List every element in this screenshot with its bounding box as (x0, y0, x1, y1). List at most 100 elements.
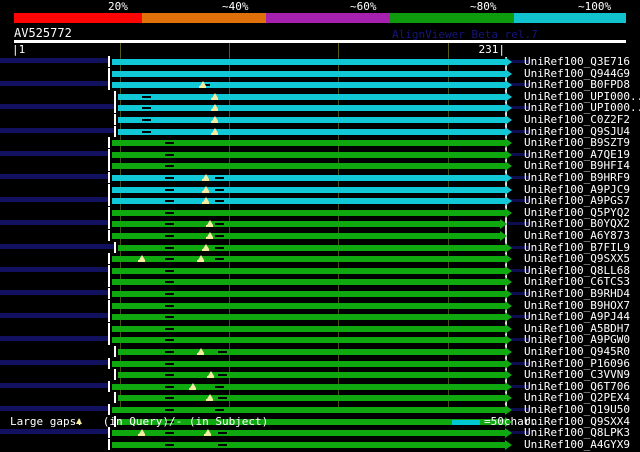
alignment-row[interactable]: UniRef100_B7FIL9 (0, 241, 640, 255)
alignment-row[interactable]: UniRef100_C3VVN9 (0, 368, 640, 382)
hit-label[interactable]: UniRef100_A9PGS7 (524, 194, 630, 207)
hit-label[interactable]: UniRef100_B9HFI4 (524, 159, 630, 172)
alignment-row[interactable]: UniRef100_Q9SJU4 (0, 125, 640, 139)
hit-label[interactable]: UniRef100_Q9SXX4 (524, 415, 630, 428)
hit-label[interactable]: UniRef100_A5BDH7 (524, 322, 630, 335)
alignment-bar[interactable] (118, 129, 505, 135)
alignment-row[interactable]: UniRef100_Q945R0 (0, 345, 640, 359)
alignment-bar[interactable] (112, 326, 505, 332)
alignment-row[interactable]: UniRef100_C0Z2F2 (0, 113, 640, 127)
alignment-bar[interactable] (112, 187, 505, 193)
alignment-row[interactable]: UniRef100_A7QE19 (0, 148, 640, 162)
hit-label[interactable]: UniRef100_Q9SJU4 (524, 125, 630, 138)
alignment-start-tick (108, 311, 110, 322)
hit-label[interactable]: UniRef100_Q6T706 (524, 380, 630, 393)
alignment-bar[interactable] (112, 361, 505, 367)
alignment-row[interactable]: UniRef100_Q8LL68 (0, 264, 640, 278)
alignment-bar[interactable] (118, 245, 505, 251)
alignment-row[interactable]: UniRef100_B9HOX7 (0, 299, 640, 313)
alignment-row[interactable]: UniRef100_B9RHD4 (0, 287, 640, 301)
alignment-bar[interactable] (112, 221, 500, 227)
alignment-bar[interactable] (112, 233, 500, 239)
hit-label[interactable]: UniRef100_B9HRF9 (524, 171, 630, 184)
alignment-bar[interactable] (118, 419, 505, 425)
hit-label[interactable]: UniRef100_Q8LL68 (524, 264, 630, 277)
hit-label[interactable]: UniRef100_UPI000.. (524, 90, 640, 103)
alignment-bar[interactable] (112, 384, 505, 390)
hit-label[interactable]: UniRef100_B0YQX2 (524, 217, 630, 230)
hit-label[interactable]: UniRef100_Q944G9 (524, 67, 630, 80)
hit-label[interactable]: UniRef100_Q3E716 (524, 55, 630, 68)
hit-label[interactable]: UniRef100_Q945R0 (524, 345, 630, 358)
alignment-bar[interactable] (118, 105, 505, 111)
hit-label[interactable]: UniRef100_UPI000.. (524, 101, 640, 114)
alignment-bar[interactable] (112, 163, 505, 169)
alignment-row[interactable]: UniRef100_Q19U50 (0, 403, 640, 417)
alignment-row[interactable]: UniRef100_Q2PEX4 (0, 391, 640, 405)
alignment-row[interactable]: UniRef100_A9PGW0 (0, 333, 640, 347)
hit-label[interactable]: UniRef100_A9PJC9 (524, 183, 630, 196)
hit-label[interactable]: UniRef100_P16096 (524, 357, 630, 370)
hit-label[interactable]: UniRef100_A6Y873 (524, 229, 630, 242)
alignment-row[interactable]: UniRef100_Q3E716 (0, 55, 640, 69)
alignment-bar[interactable] (112, 407, 505, 413)
alignment-row[interactable]: UniRef100_C6TCS3 (0, 275, 640, 289)
alignment-bar[interactable] (112, 303, 505, 309)
alignment-row[interactable]: UniRef100_B9SZT9 (0, 136, 640, 150)
hit-label[interactable]: UniRef100_Q9SXX5 (524, 252, 630, 265)
hit-label[interactable]: UniRef100_Q5PYQ2 (524, 206, 630, 219)
alignment-row[interactable]: UniRef100_B9HFI4 (0, 159, 640, 173)
alignment-bar[interactable] (118, 94, 505, 100)
alignment-row[interactable]: UniRef100_B0YQX2 (0, 217, 640, 231)
alignment-bar[interactable] (118, 349, 505, 355)
alignment-bar[interactable] (118, 117, 505, 123)
hit-label[interactable]: UniRef100_Q19U50 (524, 403, 630, 416)
hit-label[interactable]: UniRef100_B9SZT9 (524, 136, 630, 149)
hit-label[interactable]: UniRef100_C0Z2F2 (524, 113, 630, 126)
alignment-row[interactable]: UniRef100_P16096 (0, 357, 640, 371)
alignment-bar[interactable] (112, 175, 505, 181)
alignment-bar[interactable] (112, 152, 505, 158)
alignment-bar[interactable] (112, 71, 505, 77)
hit-label[interactable]: UniRef100_C3VVN9 (524, 368, 630, 381)
alignment-row[interactable]: UniRef100_Q944G9 (0, 67, 640, 81)
hit-label[interactable]: UniRef100_A9PJ44 (524, 310, 630, 323)
alignment-row[interactable]: UniRef100_UPI000.. (0, 90, 640, 104)
subject-gap-mark (165, 421, 174, 423)
alignment-bar[interactable] (118, 372, 505, 378)
alignment-bar[interactable] (112, 268, 505, 274)
alignment-bar[interactable] (112, 279, 505, 285)
alignment-row[interactable]: UniRef100_A4GYX9 (0, 438, 640, 452)
alignment-bar[interactable] (112, 82, 505, 88)
hit-label[interactable]: UniRef100_B9RHD4 (524, 287, 630, 300)
hit-label[interactable]: UniRef100_A4GYX9 (524, 438, 630, 451)
alignment-row[interactable]: UniRef100_UPI000.. (0, 101, 640, 115)
alignment-bar[interactable] (118, 395, 505, 401)
hit-label[interactable]: UniRef100_B7FIL9 (524, 241, 630, 254)
hit-label[interactable]: UniRef100_A9PGW0 (524, 333, 630, 346)
alignment-bar[interactable] (112, 198, 505, 204)
alignment-row[interactable]: UniRef100_Q9SXX5 (0, 252, 640, 266)
alignment-row[interactable]: UniRef100_A9PJC9 (0, 183, 640, 197)
alignment-row[interactable]: UniRef100_A9PJ44 (0, 310, 640, 324)
hit-label[interactable]: UniRef100_B9HOX7 (524, 299, 630, 312)
alignment-bar[interactable] (112, 291, 505, 297)
hit-label[interactable]: UniRef100_A7QE19 (524, 148, 630, 161)
alignment-bar[interactable] (112, 314, 505, 320)
alignment-bar[interactable] (112, 140, 505, 146)
alignment-bar[interactable] (112, 337, 505, 343)
alignment-row[interactable]: UniRef100_A6Y873 (0, 229, 640, 243)
alignment-row[interactable]: UniRef100_A9PGS7 (0, 194, 640, 208)
hit-label[interactable]: UniRef100_C6TCS3 (524, 275, 630, 288)
alignment-bar[interactable] (112, 256, 505, 262)
alignment-row[interactable]: UniRef100_A5BDH7 (0, 322, 640, 336)
hit-label[interactable]: UniRef100_Q2PEX4 (524, 391, 630, 404)
hit-label[interactable]: UniRef100_B0FPD8 (524, 78, 630, 91)
alignment-row[interactable]: UniRef100_B0FPD8 (0, 78, 640, 92)
alignment-row[interactable]: UniRef100_Q9SXX4 (0, 415, 640, 429)
alignment-row[interactable]: UniRef100_Q5PYQ2 (0, 206, 640, 220)
alignment-bar[interactable] (112, 210, 505, 216)
alignment-bar[interactable] (112, 59, 505, 65)
alignment-row[interactable]: UniRef100_B9HRF9 (0, 171, 640, 185)
alignment-row[interactable]: UniRef100_Q6T706 (0, 380, 640, 394)
